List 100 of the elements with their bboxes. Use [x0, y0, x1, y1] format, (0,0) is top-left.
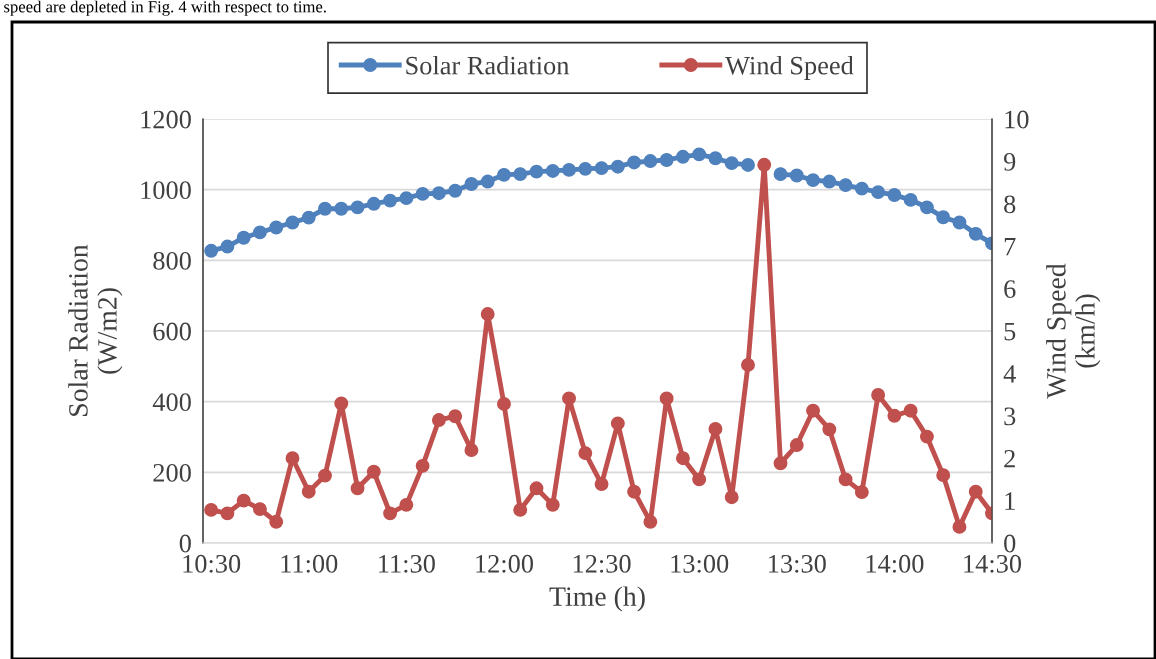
point	[919, 200, 934, 215]
point	[838, 178, 853, 193]
point	[545, 497, 560, 512]
y-tick-label: 1200	[141, 110, 191, 129]
legend-label: Solar Radiation	[406, 55, 570, 75]
x-tick-label: 13:00	[671, 554, 729, 573]
point	[741, 357, 755, 372]
point	[675, 451, 690, 466]
point	[773, 456, 788, 471]
point	[464, 177, 479, 191]
point	[692, 147, 707, 162]
y2-tick-label: 5	[1004, 322, 1016, 341]
point	[334, 201, 349, 216]
point	[497, 167, 511, 182]
point	[643, 514, 658, 529]
point	[806, 173, 820, 188]
point	[692, 472, 707, 487]
point	[789, 438, 804, 453]
point	[545, 163, 560, 178]
point	[383, 506, 398, 521]
point	[968, 484, 983, 499]
point	[415, 458, 430, 473]
point	[822, 422, 837, 437]
point	[431, 186, 446, 201]
x-axis-title: Time (h)	[549, 586, 645, 612]
point	[887, 408, 902, 423]
y2-tick-label: 6	[1004, 280, 1016, 299]
point	[301, 484, 316, 499]
point	[480, 174, 495, 189]
x-tick-label: 11:30	[379, 554, 435, 573]
point	[578, 446, 593, 461]
y2-tick-label: 4	[1003, 365, 1016, 383]
point	[610, 159, 625, 174]
point	[854, 485, 869, 500]
y-tick-label: 600	[153, 322, 191, 341]
point	[497, 396, 511, 411]
point	[741, 157, 755, 172]
x-tick-label: 14:30	[964, 554, 1022, 573]
point	[252, 225, 267, 240]
point	[236, 493, 251, 508]
point	[204, 243, 219, 258]
point	[236, 230, 251, 245]
point	[659, 153, 674, 167]
point	[757, 157, 772, 172]
x-tick-label: 11:00	[281, 554, 338, 573]
y-tick-label: 800	[153, 251, 191, 270]
point	[627, 484, 642, 499]
point	[594, 161, 609, 176]
point	[562, 162, 576, 177]
point	[854, 181, 869, 196]
point	[285, 451, 300, 466]
y-tick-label: 0	[179, 534, 191, 553]
point	[318, 201, 332, 216]
point	[659, 391, 674, 406]
point	[952, 519, 967, 534]
point	[513, 502, 528, 517]
y2-tick-label: 0	[1004, 534, 1016, 553]
point	[513, 167, 528, 182]
point	[903, 192, 918, 207]
point	[350, 200, 365, 215]
y-tick-label: 400	[152, 393, 191, 412]
y2-tick-label: 2	[1004, 449, 1015, 468]
point	[789, 168, 804, 183]
x-tick-label: 12:30	[573, 554, 631, 573]
point	[285, 215, 300, 230]
y-tick-label: 200	[153, 463, 191, 482]
point	[529, 164, 544, 179]
point	[318, 468, 332, 483]
point	[708, 421, 723, 436]
point	[936, 468, 951, 483]
y2-tick-label: 10	[1005, 110, 1029, 129]
point	[448, 183, 463, 198]
point	[220, 239, 235, 254]
point	[627, 155, 642, 170]
point	[366, 464, 381, 479]
point	[887, 188, 902, 202]
point	[724, 490, 739, 505]
point	[431, 413, 446, 427]
point	[562, 391, 576, 406]
point	[366, 196, 381, 211]
point	[708, 151, 723, 166]
y2-tick-label: 9	[1003, 153, 1016, 171]
point	[415, 186, 430, 201]
point	[936, 210, 951, 225]
x-tick-label: 12:00	[476, 554, 534, 573]
point	[399, 497, 414, 512]
point	[252, 502, 267, 517]
point	[480, 307, 495, 321]
x-tick-label: 14:00	[866, 554, 924, 573]
point	[399, 191, 414, 206]
point	[464, 443, 479, 458]
point	[675, 149, 690, 164]
y2-tick-label: 1	[1005, 492, 1015, 510]
point	[529, 481, 544, 496]
y2-axis-title: Wind Speed (km/h)	[1046, 263, 1101, 399]
point	[919, 429, 934, 444]
y-tick-label: 1000	[141, 181, 191, 200]
point	[383, 193, 398, 208]
point	[871, 388, 886, 402]
point	[903, 403, 918, 418]
